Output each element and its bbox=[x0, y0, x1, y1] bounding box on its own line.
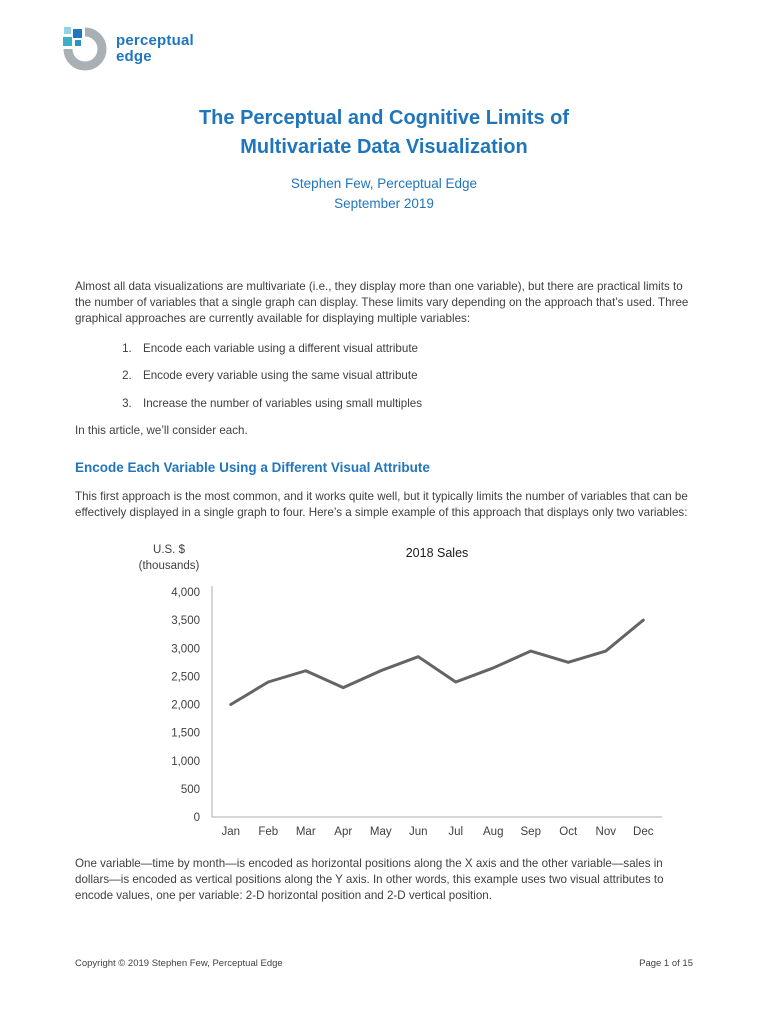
author-line: Stephen Few, Perceptual Edge bbox=[290, 176, 478, 191]
perceptual-edge-logo-text: perceptual edge bbox=[116, 31, 194, 65]
y-axis-label-line1: U.S. $ bbox=[153, 544, 186, 556]
x-tick-label: Feb bbox=[258, 826, 278, 838]
y-tick-label: 1,000 bbox=[171, 756, 200, 768]
x-tick-label: Mar bbox=[296, 826, 316, 838]
y-tick-label: 2,000 bbox=[171, 700, 200, 712]
y-tick-label: 0 bbox=[194, 812, 200, 824]
x-tick-label: Nov bbox=[596, 826, 617, 838]
after-chart-paragraph: One variable—time by month—is encoded as… bbox=[75, 856, 664, 903]
x-tick-label: Oct bbox=[559, 826, 578, 838]
intro-paragraph: Almost all data visualizations are multi… bbox=[75, 279, 689, 325]
article-body: Almost all data visualizations are multi… bbox=[0, 279, 768, 905]
logo-square-3 bbox=[63, 37, 72, 46]
y-axis-label-line2: (thousands) bbox=[139, 560, 200, 572]
article-title-line-2: Multivariate Data Visualization bbox=[240, 136, 528, 158]
y-tick-label: 500 bbox=[181, 784, 200, 796]
logo-word-1: perceptual bbox=[116, 31, 194, 49]
x-tick-label: Jul bbox=[448, 826, 463, 838]
byline: Stephen Few, Perceptual Edge September 2… bbox=[0, 174, 768, 215]
logo-swoosh bbox=[63, 27, 107, 71]
y-tick-label: 4,000 bbox=[171, 587, 200, 599]
sales-line bbox=[229, 618, 645, 707]
logo-square-1 bbox=[64, 27, 71, 34]
y-tick-label: 1,500 bbox=[171, 728, 200, 740]
approach-list-item-1: Encode each variable using a different v… bbox=[135, 341, 693, 357]
y-tick-label: 2,500 bbox=[171, 672, 200, 684]
perceptual-edge-logo-icon bbox=[63, 27, 107, 71]
article-title: The Perceptual and Cognitive Limits of M… bbox=[0, 104, 768, 162]
logo-word-2: edge bbox=[116, 48, 152, 65]
y-tick-label: 3,000 bbox=[171, 644, 200, 656]
approach-list-item-3: Increase the number of variables using s… bbox=[135, 396, 693, 412]
copyright-text: Copyright © 2019 Stephen Few, Perceptual… bbox=[75, 958, 283, 969]
approach-list: Encode each variable using a different v… bbox=[75, 341, 693, 412]
x-tick-label: Sep bbox=[521, 826, 541, 838]
x-tick-label: Aug bbox=[483, 826, 503, 838]
logo-square-2 bbox=[73, 29, 82, 38]
article-title-line-1: The Perceptual and Cognitive Limits of bbox=[198, 107, 570, 129]
section-paragraph: This first approach is the most common, … bbox=[75, 489, 688, 520]
x-tick-label: May bbox=[370, 826, 392, 838]
sales-line-chart: 2018 Sales U.S. $ (thousands) 0 500 1,000 1,50… bbox=[139, 544, 662, 838]
intro-closing-paragraph: In this article, we’ll consider each. bbox=[75, 423, 248, 437]
y-tick-label: 3,500 bbox=[171, 615, 200, 627]
approach-list-item-2: Encode every variable using the same vis… bbox=[135, 368, 693, 384]
x-tick-label: Jan bbox=[221, 826, 240, 838]
date-line: September 2019 bbox=[334, 196, 434, 212]
x-tick-label: Dec bbox=[633, 826, 654, 838]
x-tick-label: Jun bbox=[409, 826, 428, 838]
perceptual-edge-logo: perceptual edge bbox=[62, 26, 194, 72]
page-footer: Copyright © 2019 Stephen Few, Perceptual… bbox=[75, 958, 693, 969]
x-tick-label: Apr bbox=[334, 826, 352, 838]
sales-chart-container: 2018 Sales U.S. $ (thousands) 0 500 1,000 1,50… bbox=[117, 537, 693, 847]
section-heading: Encode Each Variable Using a Different V… bbox=[75, 460, 430, 476]
chart-title: 2018 Sales bbox=[406, 546, 469, 560]
page-number: Page 1 of 15 bbox=[639, 958, 693, 969]
logo-square-4 bbox=[75, 40, 81, 46]
